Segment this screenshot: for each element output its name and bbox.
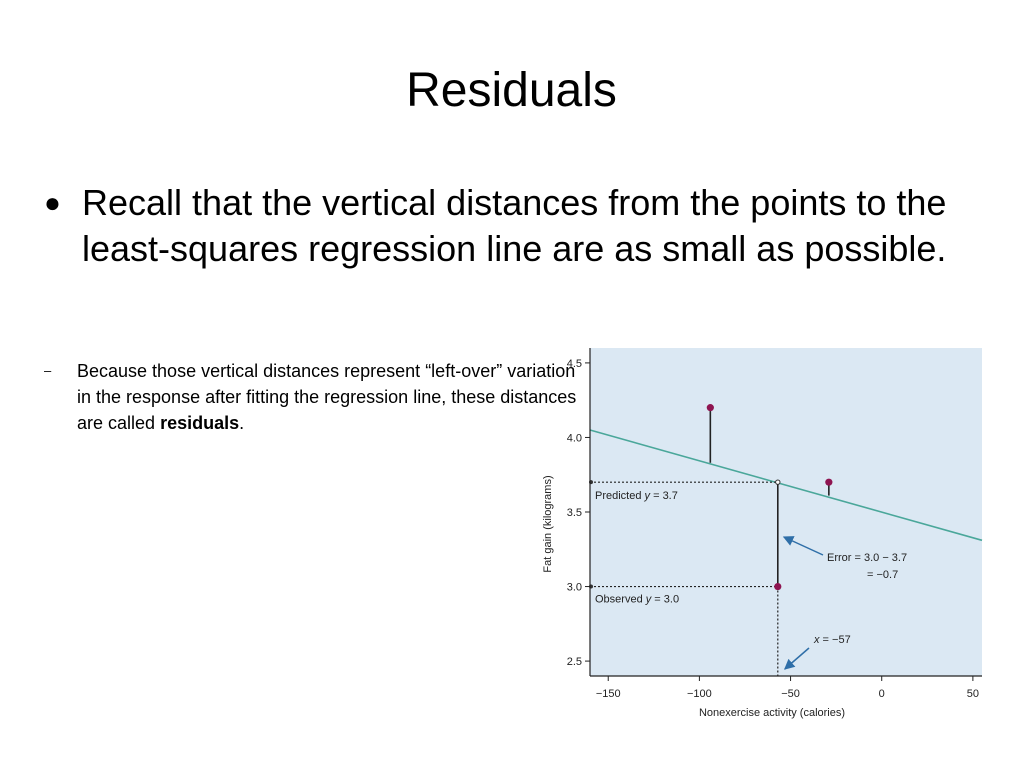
y-tick-label: 3.0 — [567, 582, 582, 594]
data-point — [825, 478, 833, 486]
error-label-line2: = −0.7 — [867, 569, 898, 581]
main-bullet-text: Recall that the vertical distances from … — [82, 182, 947, 269]
x-value-label: x = −57 — [813, 634, 851, 646]
predicted-point — [775, 479, 781, 485]
y-axis-label: Fat gain (kilograms) — [542, 475, 554, 572]
sub-bullet-end: . — [239, 413, 245, 433]
regression-line — [589, 429, 983, 542]
predicted-label: Predicted y = 3.7 — [595, 490, 678, 502]
x-tick-label: 50 — [967, 688, 979, 700]
error-label-line1: Error = 3.0 − 3.7 — [827, 552, 907, 564]
data-point — [774, 582, 782, 591]
plot-panel — [590, 348, 982, 676]
sub-bullet-text: Because those vertical distances represe… — [77, 358, 577, 436]
x-axis-label: Nonexercise activity (calories) — [699, 707, 845, 719]
y-tick-label: 2.5 — [567, 656, 582, 668]
x-tick-label: −100 — [687, 688, 712, 700]
y-tick-label: 4.5 — [567, 358, 582, 370]
y-tick-label: 4.0 — [567, 432, 582, 444]
x-value-arrow — [784, 647, 810, 670]
sub-bullet-body: Because those vertical distances represe… — [77, 361, 577, 433]
chart-svg: 2.5 3.0 3.5 4.0 4.5 −150 −100 −50 0 50 Nonexercise… — [542, 348, 983, 719]
slide-title: Residuals — [406, 64, 617, 117]
bullet-dot-icon: ● — [44, 187, 61, 218]
x-tick-label: −50 — [781, 688, 800, 700]
error-arrow — [782, 536, 824, 556]
residual-chart: 2.5 3.0 3.5 4.0 4.5 −150 −100 −50 0 50 Nonexercise… — [520, 340, 990, 730]
x-tick-label: 0 — [879, 688, 885, 700]
y-tick-label: 3.5 — [567, 507, 582, 519]
x-tick-label: −150 — [596, 688, 621, 700]
data-point — [706, 404, 714, 412]
residuals-term: residuals — [160, 413, 240, 433]
dash-icon: – — [44, 363, 52, 378]
observed-label: Observed y = 3.0 — [595, 594, 679, 606]
